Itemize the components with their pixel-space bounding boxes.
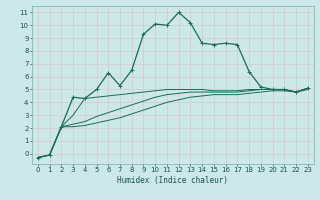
X-axis label: Humidex (Indice chaleur): Humidex (Indice chaleur)	[117, 176, 228, 185]
